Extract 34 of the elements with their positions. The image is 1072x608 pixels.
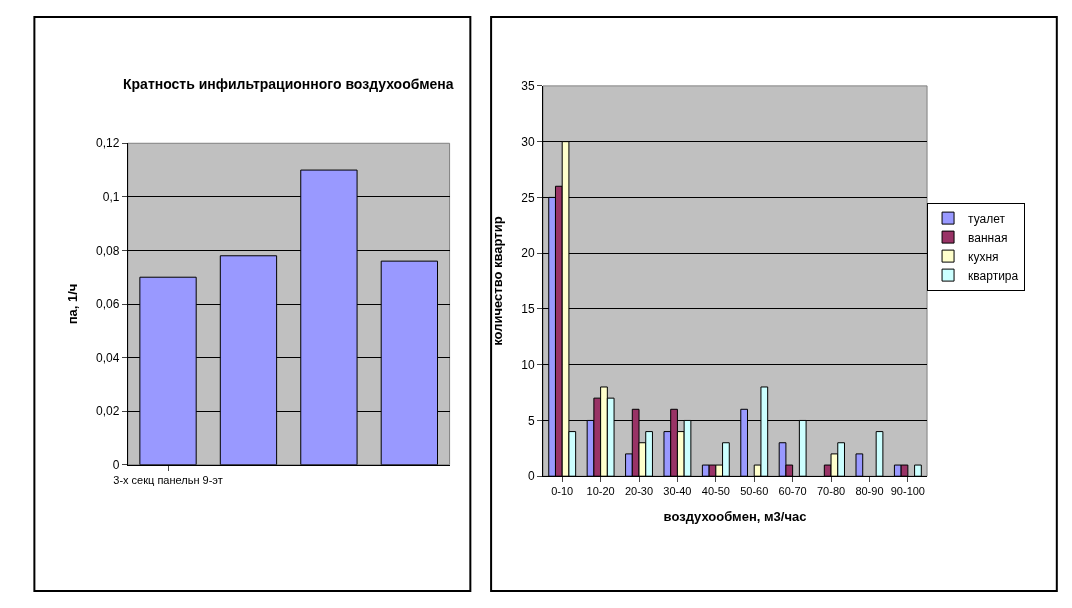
x-tick-label: 30-40 [663, 485, 692, 498]
x-tick-label: 3-х секц панельн 9-эт [113, 473, 223, 486]
x-tick-label: 90-100 [890, 485, 925, 498]
legend-label: квартира [968, 268, 1019, 283]
x-tick-label: 20-30 [624, 485, 654, 498]
chart-title: Кратность инфильтрационного воздухообмена [123, 76, 454, 92]
y-tick-label: 5 [527, 413, 535, 428]
x-tick-label: 60-70 [778, 485, 807, 498]
y-tick-label: 25 [521, 190, 535, 205]
legend-label: кухня [968, 249, 999, 264]
y-axis-title: количество квартир [490, 216, 506, 346]
y-tick-label: 0 [112, 457, 120, 472]
y-tick-label: 10 [521, 357, 535, 372]
y-axis-title: па, 1/ч [64, 283, 80, 325]
x-tick-label: 40-50 [701, 485, 730, 498]
legend-label: ванная [968, 230, 1008, 245]
x-tick-label: 10-20 [586, 485, 615, 498]
y-tick-label: 35 [521, 79, 535, 94]
y-tick-label: 0,02 [96, 404, 120, 419]
y-tick-label: 30 [521, 134, 535, 149]
y-tick-label: 0,06 [96, 297, 120, 312]
y-tick-label: 15 [521, 302, 535, 317]
y-tick-label: 0,04 [96, 350, 120, 365]
x-tick-label: 80-90 [855, 485, 884, 498]
y-tick-label: 0 [527, 469, 535, 484]
legend-label: туалет [968, 211, 1006, 226]
x-tick-label: 50-60 [740, 485, 769, 498]
x-axis-title: воздухообмен, м3/час [663, 509, 807, 524]
y-tick-label: 0,1 [102, 190, 120, 205]
y-tick-label: 0,08 [96, 243, 120, 258]
y-tick-label: 0,12 [96, 136, 120, 151]
x-tick-label: 70-80 [816, 485, 846, 498]
x-tick-label: 0-10 [551, 485, 574, 498]
y-tick-label: 20 [521, 246, 535, 261]
